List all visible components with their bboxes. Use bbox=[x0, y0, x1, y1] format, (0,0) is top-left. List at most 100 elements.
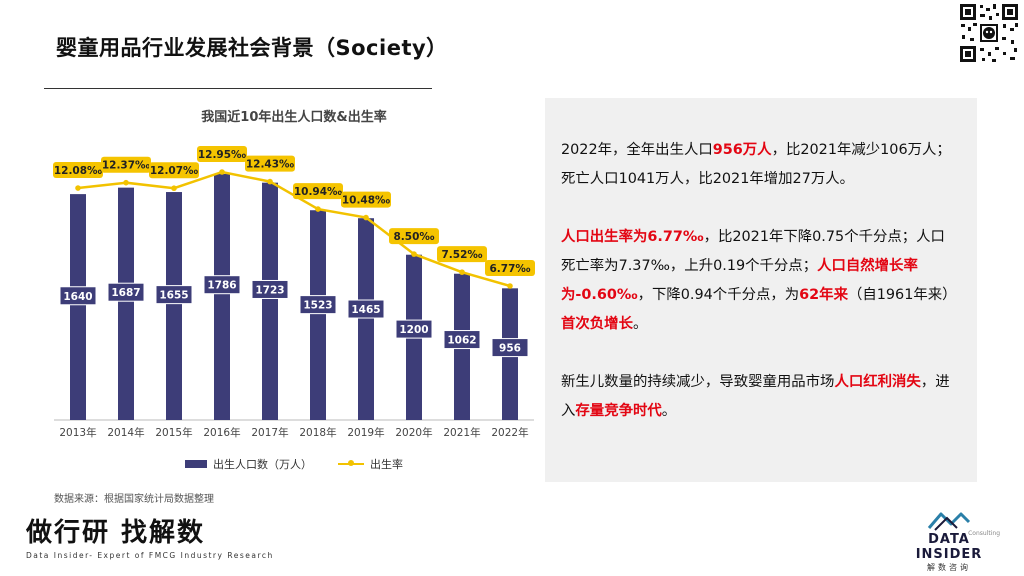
rate-label-box-3 bbox=[197, 146, 247, 162]
bar-label-box-8 bbox=[443, 330, 481, 350]
chart-birth-population: 1640 2013年 1687 2014年 1655 2015年 1786 2016年 1723… bbox=[53, 146, 535, 439]
bar-label-box-7 bbox=[395, 319, 433, 339]
p3-text-c: 。 bbox=[661, 403, 677, 419]
birth-rate-point bbox=[171, 185, 177, 192]
rate-label-box-1 bbox=[101, 156, 151, 173]
bar-value-label: 1465 bbox=[351, 304, 380, 316]
bar-value-label: 1640 bbox=[63, 291, 92, 303]
birth-rate-label: 10.48‰ bbox=[342, 195, 390, 207]
legend-swatch-bar bbox=[185, 460, 207, 468]
bar-label-box-3 bbox=[203, 275, 241, 295]
p3-text-b: ，进入 bbox=[561, 374, 950, 419]
p2-highlight-natural-growth: 人口自然增长率为-0.60‰ bbox=[561, 258, 918, 303]
bar-value-label: 1786 bbox=[207, 280, 236, 292]
qr-code-icon bbox=[958, 2, 1020, 64]
x-tick-label: 2022年 bbox=[491, 426, 528, 439]
bar-label-box-6 bbox=[347, 299, 385, 319]
rate-label-box-4 bbox=[245, 155, 295, 172]
p2-text-c: （自1961年来） bbox=[847, 287, 957, 303]
brand-left-tagline: Data Insider- Expert of FMCG Industry Re… bbox=[26, 551, 274, 560]
rate-label-box-0 bbox=[53, 162, 103, 179]
birth-rate-label: 7.52‰ bbox=[441, 249, 482, 261]
bar-2017年 bbox=[262, 182, 278, 420]
x-tick-label: 2018年 bbox=[299, 426, 336, 439]
birth-rate-label: 6.77‰ bbox=[489, 263, 530, 275]
p2-text-a: ，比2021年下降0.75个千分点；人口死亡率为7.37‰，上升0.19个千分点… bbox=[561, 229, 945, 274]
slide-title: 婴童用品行业发展社会背景（Society） bbox=[56, 36, 448, 60]
birth-rate-point bbox=[363, 214, 369, 221]
x-tick-label: 2016年 bbox=[203, 426, 240, 439]
bar-2018年 bbox=[310, 210, 326, 420]
rate-label-box-8 bbox=[437, 246, 487, 263]
bar-label-box-5 bbox=[299, 295, 337, 315]
bar-label-box-1 bbox=[107, 282, 145, 302]
birth-rate-point bbox=[507, 283, 513, 289]
birth-rate-point bbox=[123, 179, 129, 186]
birth-rate-label: 12.43‰ bbox=[246, 159, 294, 171]
birth-rate-point bbox=[267, 178, 273, 185]
bar-label-box-2 bbox=[155, 285, 193, 305]
bar-value-label: 1655 bbox=[159, 290, 188, 302]
birth-rate-label: 12.95‰ bbox=[198, 149, 246, 161]
birth-rate-point bbox=[219, 169, 225, 175]
legend-label-birth-rate: 出生率 bbox=[370, 458, 403, 471]
x-tick-label: 2020年 bbox=[395, 426, 432, 439]
rate-label-box-9 bbox=[485, 260, 535, 276]
bar-value-label: 1723 bbox=[255, 284, 284, 296]
p2-highlight-62-years: 62年来 bbox=[799, 287, 848, 303]
p3-text-a: 新生儿数量的持续减少，导致婴童用品市场 bbox=[561, 374, 835, 390]
birth-rate-label: 12.07‰ bbox=[150, 165, 198, 177]
bar-label-box-4 bbox=[251, 279, 289, 299]
data-source: 数据来源：根据国家统计局数据整理 bbox=[54, 494, 214, 505]
birth-rate-point bbox=[315, 206, 321, 212]
bar-2013年 bbox=[70, 194, 86, 420]
chart-legend: 出生人口数（万人） 出生率 bbox=[44, 456, 544, 472]
p2-highlight-first-negative: 首次负增长 bbox=[561, 316, 633, 332]
legend-item-birth-rate: 出生率 bbox=[338, 456, 403, 472]
bar-2015年 bbox=[166, 192, 182, 420]
brand-right: Consulting DATA INSIDER 解数咨询 bbox=[894, 510, 1004, 573]
summary-paragraph-2: 人口出生率为6.77‰，比2021年下降0.75个千分点；人口死亡率为7.37‰… bbox=[561, 223, 959, 339]
birth-rate-point bbox=[411, 251, 417, 257]
chart-title: 我国近10年出生人口数&出生率 bbox=[201, 110, 387, 125]
brand-left-name: 做行研 找解数 bbox=[26, 518, 206, 548]
bar-value-label: 1200 bbox=[399, 324, 428, 336]
brand-left: 做行研 找解数 Data Insider- Expert of FMCG Ind… bbox=[26, 512, 274, 560]
p1-text-b: ，比2021年减少106万人；死亡人口1041万人，比2021年增加27万人。 bbox=[561, 142, 951, 187]
x-tick-label: 2019年 bbox=[347, 426, 384, 439]
bar-2014年 bbox=[118, 187, 134, 420]
brand-right-name: DATA INSIDER bbox=[915, 532, 983, 562]
birth-rate-point bbox=[75, 185, 81, 191]
birth-rate-point bbox=[459, 269, 465, 275]
bar-label-box-9 bbox=[491, 338, 529, 358]
rate-label-box-2 bbox=[149, 162, 199, 179]
bar-2016年 bbox=[214, 174, 230, 420]
data-insider-logo-icon bbox=[927, 512, 971, 531]
bar-value-label: 1523 bbox=[303, 300, 332, 312]
legend-label-births: 出生人口数（万人） bbox=[213, 458, 312, 471]
legend-swatch-line bbox=[338, 460, 364, 466]
summary-panel: 2022年，全年出生人口956万人，比2021年减少106万人；死亡人口1041… bbox=[545, 98, 977, 482]
p3-highlight-stock-competition: 存量竞争时代 bbox=[575, 403, 662, 419]
birth-rate-label: 12.37‰ bbox=[102, 160, 150, 172]
x-tick-label: 2013年 bbox=[59, 426, 96, 439]
bar-value-label: 956 bbox=[499, 343, 521, 355]
brand-right-consulting: Consulting bbox=[968, 530, 1000, 537]
birth-rate-label: 10.94‰ bbox=[294, 186, 342, 198]
birth-rate-label: 12.08‰ bbox=[54, 165, 102, 177]
p1-text-a: 2022年，全年出生人口 bbox=[561, 142, 713, 158]
bar-value-label: 1687 bbox=[111, 287, 140, 299]
title-rule bbox=[44, 88, 432, 89]
p2-text-b: ，下降0.94个千分点，为 bbox=[637, 287, 800, 303]
p2-text-d: 。 bbox=[632, 316, 648, 332]
summary-paragraph-1: 2022年，全年出生人口956万人，比2021年减少106万人；死亡人口1041… bbox=[561, 136, 959, 194]
x-tick-label: 2014年 bbox=[107, 426, 144, 439]
rate-label-box-6 bbox=[341, 191, 391, 208]
rate-label-box-5 bbox=[293, 183, 343, 200]
bar-2019年 bbox=[358, 218, 374, 420]
x-tick-label: 2021年 bbox=[443, 426, 480, 439]
birth-rate-label: 8.50‰ bbox=[393, 231, 434, 243]
x-tick-label: 2015年 bbox=[155, 426, 192, 439]
legend-item-births: 出生人口数（万人） bbox=[185, 456, 312, 472]
brand-right-sub: 解数咨询 bbox=[927, 563, 971, 572]
